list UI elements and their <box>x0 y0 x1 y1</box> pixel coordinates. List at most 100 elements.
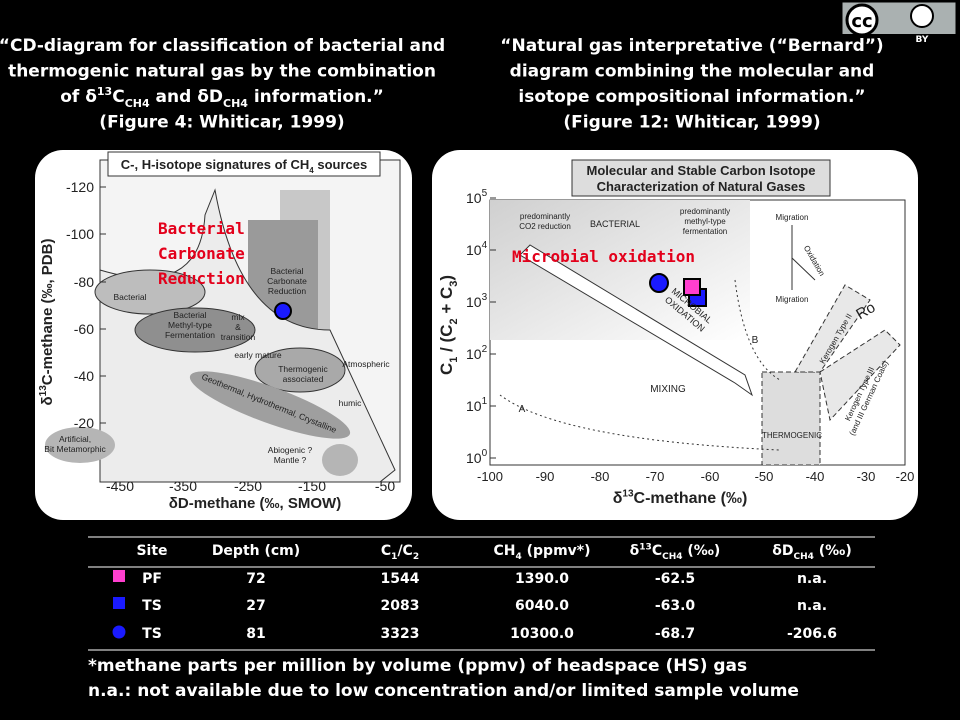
region-label: predominantly <box>680 207 730 216</box>
region-label: Methyl-type <box>168 320 212 330</box>
text-run: (ppmv*) <box>522 543 591 559</box>
x-axis-label: δ13C-methane (‰) <box>613 489 748 507</box>
tick-base: 10 <box>466 398 482 414</box>
figure-title: Characterization of Natural Gases <box>597 179 806 194</box>
x-tick-label: -90 <box>536 469 555 484</box>
annotation: Microbial oxidation <box>512 247 695 266</box>
text-run: sources <box>314 157 367 172</box>
caption-line: diagram combining the molecular and <box>510 62 875 82</box>
text-run: information.” <box>248 87 384 107</box>
table-cell: 2083 <box>381 598 420 614</box>
table-cell: -206.6 <box>787 626 837 642</box>
x-tick-label: -50 <box>375 478 395 494</box>
table-cell: 1544 <box>381 571 420 587</box>
text-run: ) <box>437 275 456 281</box>
row-marker <box>113 597 125 609</box>
subscript: CH4 <box>223 97 248 110</box>
footnote: n.a.: not available due to low concentra… <box>88 681 799 701</box>
region-label: THERMOGENIC <box>762 431 822 440</box>
subscript: CH4 <box>794 552 814 562</box>
caption-line: “CD-diagram for classification of bacter… <box>0 36 445 56</box>
mixing-line <box>734 279 781 381</box>
region-label: humic <box>339 398 362 408</box>
kerogen-iii <box>819 329 901 422</box>
text-run: δ <box>39 396 56 405</box>
text-run: (‰) <box>814 543 852 559</box>
subscript: 2 <box>448 318 460 324</box>
tick-exponent: 2 <box>482 344 488 355</box>
x-tick-label: -80 <box>591 469 610 484</box>
x-tick-label: -30 <box>857 469 876 484</box>
supscript: 13 <box>639 542 652 552</box>
oxidation-arrow <box>791 257 816 281</box>
y-tick-label: -20 <box>74 415 94 431</box>
x-tick-label: -60 <box>701 469 720 484</box>
region-label: Mantle ? <box>274 455 307 465</box>
row-marker <box>112 625 126 639</box>
by-circle <box>910 4 934 28</box>
text-run: δ <box>630 543 640 559</box>
y-tick-label: -40 <box>74 368 94 384</box>
region-label: MIXING <box>650 384 686 395</box>
region-label: & <box>235 322 241 332</box>
region-label: fermentation <box>683 227 727 236</box>
subscript: 3 <box>448 281 460 287</box>
region-label: CO2 reduction <box>519 222 571 231</box>
footnote: *methane parts per million by volume (pp… <box>88 656 747 676</box>
table-cell: TS <box>142 626 162 642</box>
tick-exponent: 4 <box>482 240 488 251</box>
region-label: Atmospheric <box>342 359 390 369</box>
title-box <box>107 151 381 177</box>
cc-circle <box>845 3 879 37</box>
table-cell: 81 <box>246 626 265 642</box>
text-run: (Figure 4: Whiticar, 1999) <box>99 113 344 133</box>
region-label: Bacterial <box>173 310 206 320</box>
region-label: Migration <box>776 213 809 222</box>
fermentation-region <box>134 307 256 353</box>
subscript: 1 <box>391 552 397 562</box>
bacterial-region <box>94 269 206 315</box>
caption-line: (Figure 4: Whiticar, 1999) <box>99 113 344 133</box>
table-cell: 72 <box>246 571 265 587</box>
table-cell: -68.7 <box>655 626 695 642</box>
text-run: isotope compositional information.” <box>518 87 865 107</box>
left-figure <box>35 150 412 520</box>
region-label: methyl-type <box>684 217 726 226</box>
figure-title: C-, H-isotope signatures of CH4 sources <box>121 157 367 175</box>
tick-base: 10 <box>466 242 482 258</box>
subscript: 2 <box>413 552 419 562</box>
annotation: Carbonate <box>158 244 245 263</box>
license-badge <box>841 1 957 45</box>
table-header: C1/C2 <box>381 543 419 562</box>
tick-base: 10 <box>466 346 482 362</box>
table-header: Site <box>136 543 167 559</box>
sample-marker <box>649 273 669 293</box>
by-label: BY <box>916 35 929 45</box>
mixing-line <box>499 394 781 451</box>
text-run: CH <box>493 543 515 559</box>
y-tick-label: -60 <box>74 321 94 337</box>
subscript: 4 <box>309 166 314 175</box>
y-tick-label: 103 <box>466 292 488 310</box>
x-tick-label: -100 <box>477 469 503 484</box>
tick-base: 10 <box>466 450 482 466</box>
table-cell: 10300.0 <box>510 626 574 642</box>
text-run: diagram combining the molecular and <box>510 62 875 82</box>
subscript: CH4 <box>125 97 150 110</box>
caption-line: “Natural gas interpretative (“Bernard”) <box>500 36 883 56</box>
text-run: of δ <box>60 87 97 107</box>
x-tick-label: -20 <box>896 469 915 484</box>
caption-line: (Figure 12: Whiticar, 1999) <box>563 113 820 133</box>
region-label: predominantly <box>520 212 570 221</box>
x-tick-label: -70 <box>646 469 665 484</box>
tick-exponent: 0 <box>482 448 488 459</box>
table-cell: 27 <box>246 598 265 614</box>
text-run: C <box>652 543 662 559</box>
table-cell: n.a. <box>797 598 827 614</box>
y-tick-label: -120 <box>66 179 94 195</box>
x-tick-label: -150 <box>298 478 326 494</box>
text-run: (‰) <box>683 543 721 559</box>
table-cell: n.a. <box>797 571 827 587</box>
text-run: “CD-diagram for classification of bacter… <box>0 36 445 56</box>
row-marker <box>113 570 125 582</box>
